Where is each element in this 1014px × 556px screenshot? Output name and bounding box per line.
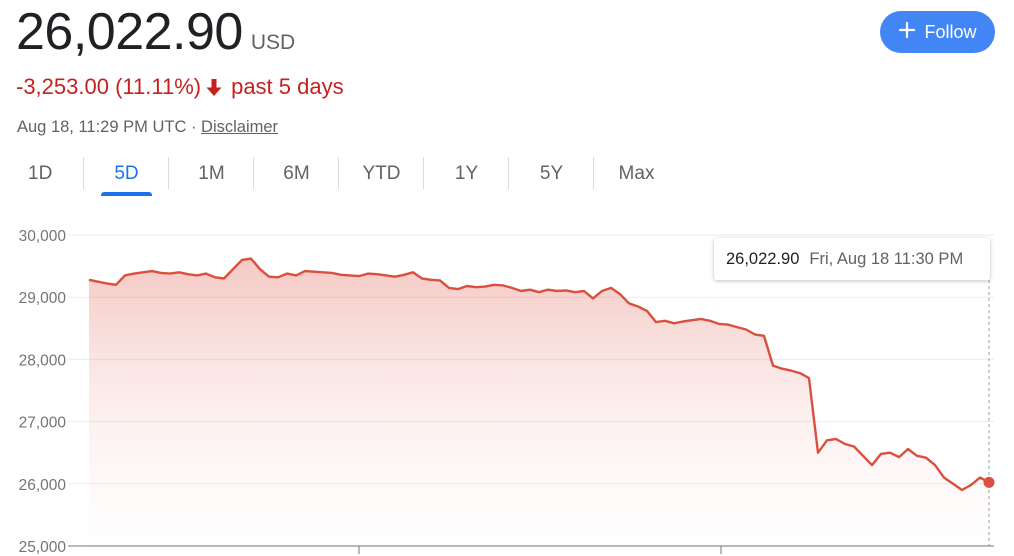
- y-tick-label: 30,000: [19, 228, 67, 245]
- price-chart[interactable]: 30,000 29,000 28,000 27,000 26,000 25,00…: [0, 200, 1014, 556]
- y-tick-label: 28,000: [19, 352, 67, 369]
- change-period: past 5 days: [231, 74, 344, 99]
- currency-label: USD: [250, 31, 296, 54]
- follow-button[interactable]: Follow: [880, 11, 995, 53]
- tab-5y[interactable]: 5Y: [509, 152, 594, 196]
- y-tick-label: 27,000: [19, 415, 67, 432]
- price-area: [89, 258, 989, 546]
- price-line: [88, 257, 990, 492]
- tab-ytd[interactable]: YTD: [339, 152, 424, 196]
- last-point-marker: [983, 476, 995, 488]
- price-header: 26,022.90 USD: [16, 6, 295, 58]
- tab-1m[interactable]: 1M: [169, 152, 254, 196]
- tab-1y[interactable]: 1Y: [424, 152, 509, 196]
- y-tick-label: 29,000: [19, 290, 67, 307]
- tooltip-date: Fri, Aug 18 11:30 PM: [809, 249, 964, 268]
- x-axis: [68, 545, 994, 554]
- tab-1d[interactable]: 1D: [0, 152, 84, 196]
- tab-6m[interactable]: 6M: [254, 152, 339, 196]
- change-value: -3,253.00 (11.11%): [16, 74, 202, 99]
- arrow-down-icon: [205, 77, 223, 97]
- plus-icon: [898, 21, 916, 44]
- y-tick-label: 26,000: [19, 477, 67, 494]
- y-tick-label: 25,000: [19, 539, 67, 556]
- tooltip-value: 26,022.90: [726, 249, 800, 268]
- price-change: -3,253.00 (11.11%) past 5 days: [16, 74, 344, 100]
- range-tabs: 1D 5D 1M 6M YTD 1Y 5Y Max: [0, 152, 679, 196]
- y-axis-labels: 30,000 29,000 28,000 27,000 26,000 25,00…: [19, 228, 67, 556]
- tab-max[interactable]: Max: [618, 163, 655, 184]
- timestamp: Aug 18, 11:29 PM UTC ·: [17, 118, 202, 136]
- timestamp-row: Aug 18, 11:29 PM UTC · Disclaimer: [17, 118, 278, 137]
- disclaimer-link[interactable]: Disclaimer: [201, 118, 279, 136]
- follow-label: Follow: [924, 21, 977, 42]
- hover-tooltip: 26,022.90 Fri, Aug 18 11:30 PM: [714, 238, 990, 280]
- current-price: 26,022.90: [16, 3, 243, 61]
- tab-5d[interactable]: 5D: [84, 152, 169, 196]
